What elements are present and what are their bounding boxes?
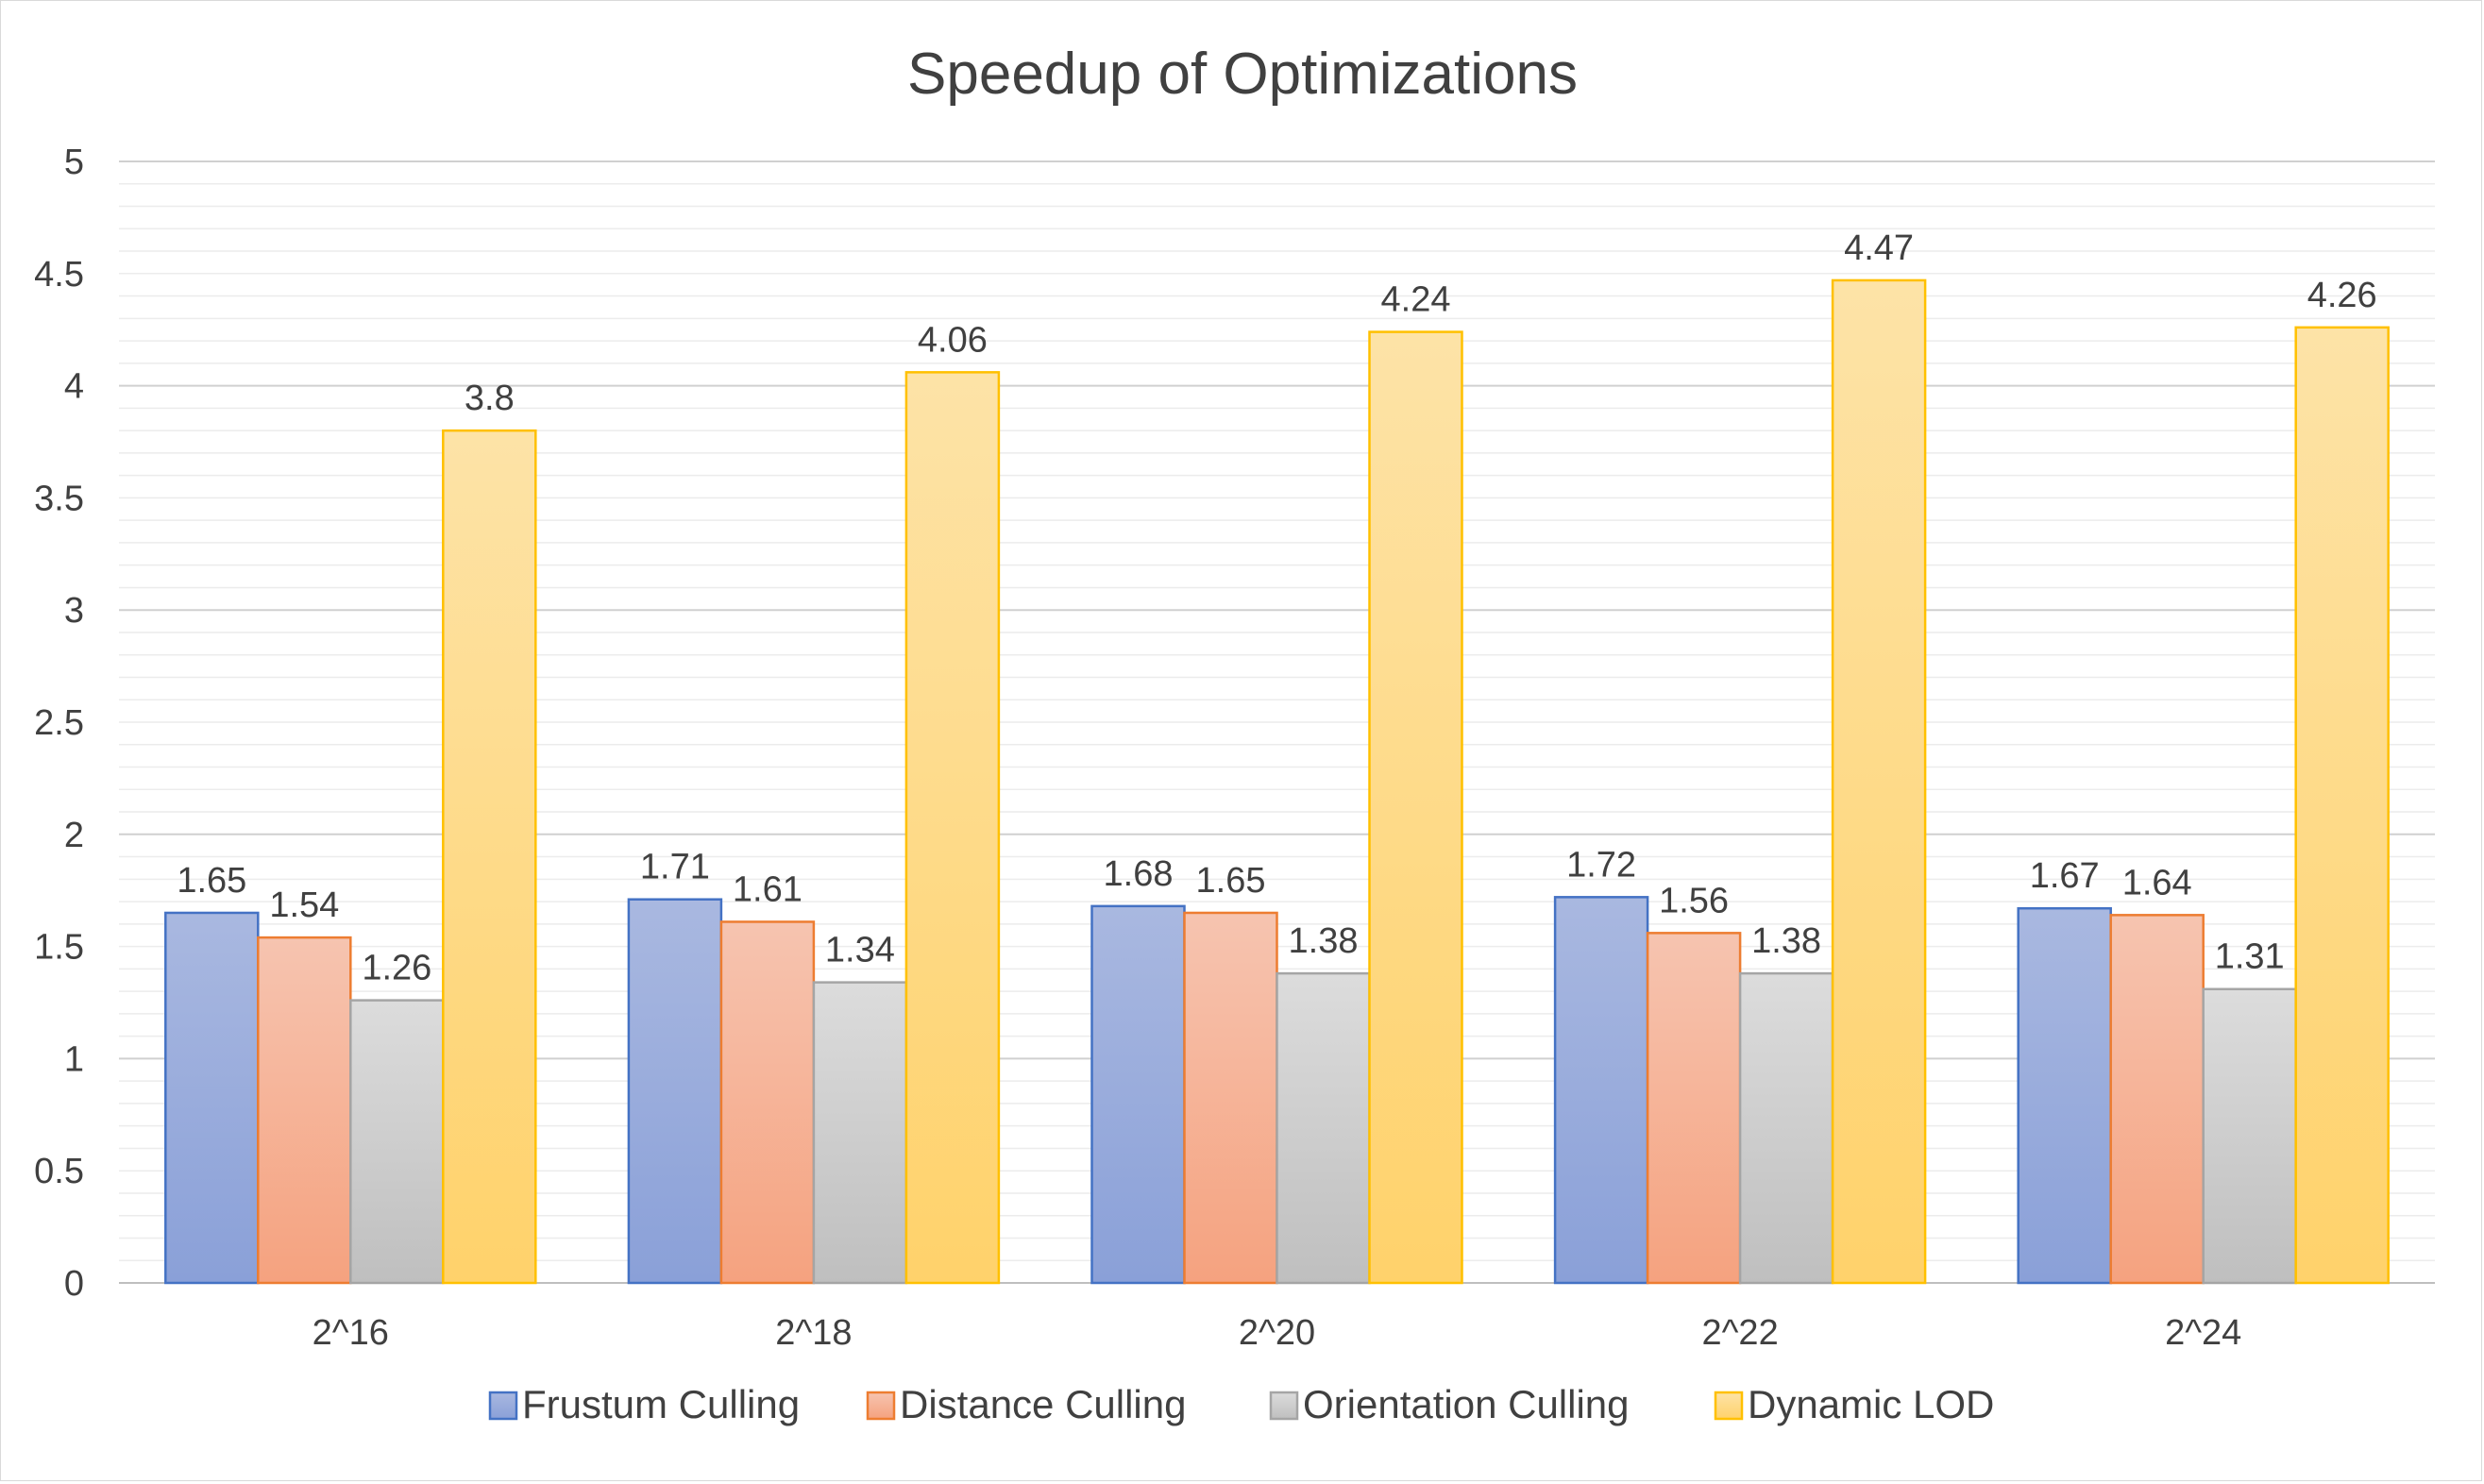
data-label-0-4: 1.67	[2030, 856, 2100, 896]
x-tick-label: 2^18	[775, 1313, 852, 1353]
y-tick-label: 0.5	[34, 1152, 84, 1191]
legend-label-3: Dynamic LOD	[1748, 1382, 1994, 1426]
data-label-2-4: 1.31	[2215, 937, 2285, 977]
bar-3-4	[2294, 326, 2390, 1285]
bar-1-3	[1646, 932, 1742, 1285]
legend-swatch-2	[1269, 1391, 1299, 1421]
data-label-3-0: 3.8	[465, 379, 515, 418]
x-axis-ticks: 2^16 2^18 2^20 2^22 2^24	[313, 1313, 2242, 1353]
data-label-2-0: 1.26	[362, 949, 431, 988]
bar-2-3	[1738, 971, 1834, 1285]
data-label-2-3: 1.38	[1751, 921, 1821, 961]
y-tick-label: 0	[64, 1264, 84, 1304]
y-tick-label: 5	[64, 143, 84, 182]
data-label-3-2: 4.24	[1381, 280, 1451, 320]
y-tick-label: 3	[64, 591, 84, 631]
data-label-2-2: 1.38	[1289, 921, 1359, 961]
bar-2-0	[349, 999, 445, 1285]
y-axis-ticks: 0 0.5 1 1.5 2 2.5 3 3.5 4 4.5 5	[34, 143, 84, 1304]
x-tick-label: 2^22	[1701, 1313, 1778, 1353]
data-label-2-1: 1.34	[825, 931, 895, 970]
bar-0-1	[627, 898, 723, 1285]
bar-1-2	[1183, 911, 1278, 1285]
data-label-3-3: 4.47	[1844, 228, 1914, 268]
data-label-1-4: 1.64	[2122, 863, 2192, 902]
y-tick-label: 1	[64, 1039, 84, 1079]
data-label-1-0: 1.54	[269, 885, 339, 925]
y-tick-label: 4.5	[34, 255, 84, 295]
bar-3-1	[904, 371, 1001, 1285]
x-tick-label: 2^20	[1239, 1313, 1315, 1353]
legend-label-2: Orientation Culling	[1303, 1382, 1630, 1426]
bar-3-2	[1368, 330, 1463, 1285]
data-label-0-0: 1.65	[177, 861, 246, 901]
y-tick-label: 2.5	[34, 703, 84, 743]
data-label-0-1: 1.71	[640, 848, 710, 887]
legend-label-0: Frustum Culling	[522, 1382, 800, 1426]
bar-3-0	[442, 429, 537, 1285]
y-tick-label: 2	[64, 816, 84, 855]
legend-swatch-0	[488, 1391, 518, 1421]
bar-1-4	[2109, 914, 2205, 1285]
x-tick-label: 2^16	[313, 1313, 389, 1353]
data-label-1-3: 1.56	[1659, 881, 1729, 920]
legend: Frustum Culling Distance Culling Orientati…	[488, 1382, 1994, 1426]
data-labels: 1.65 1.54 1.26 3.8 1.71 1.61 1.34 4.06 1.68 1.65 1…	[177, 228, 2376, 988]
legend-label-1: Distance Culling	[900, 1382, 1186, 1426]
bar-2-2	[1276, 971, 1371, 1285]
legend-swatch-1	[866, 1391, 896, 1421]
x-tick-label: 2^24	[2165, 1313, 2241, 1353]
y-tick-label: 4	[64, 367, 84, 407]
bar-1-0	[257, 936, 352, 1285]
data-label-3-1: 4.06	[918, 320, 988, 360]
bar-0-3	[1553, 896, 1649, 1285]
data-label-3-4: 4.26	[2307, 276, 2377, 315]
bar-0-4	[2017, 906, 2112, 1285]
bars	[164, 278, 2390, 1285]
legend-swatch-3	[1714, 1391, 1744, 1421]
bar-0-0	[164, 911, 260, 1285]
bar-3-3	[1831, 278, 1927, 1285]
data-label-0-3: 1.72	[1566, 845, 1636, 885]
bar-2-1	[812, 981, 908, 1285]
data-label-1-2: 1.65	[1196, 861, 1266, 901]
data-label-1-1: 1.61	[733, 869, 803, 909]
bar-1-1	[719, 920, 816, 1285]
chart-title: Speedup of Optimizations	[907, 42, 1578, 107]
bar-2-4	[2202, 987, 2297, 1285]
y-tick-label: 1.5	[34, 928, 84, 968]
y-tick-label: 3.5	[34, 479, 84, 518]
bar-0-2	[1090, 904, 1186, 1285]
data-label-0-2: 1.68	[1104, 854, 1174, 894]
